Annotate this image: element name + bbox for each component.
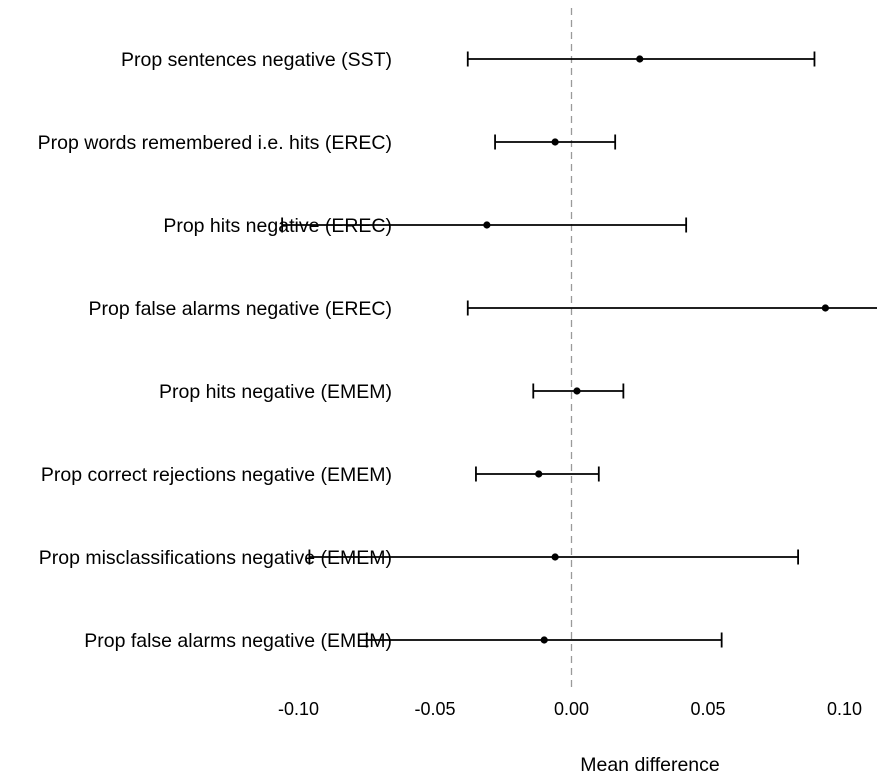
point-estimate: [636, 55, 644, 63]
x-axis-ticks: -0.10-0.050.000.050.100.150.20: [278, 699, 862, 719]
x-tick-label: -0.10: [278, 699, 319, 719]
forest-row: Prop correct rejections negative (EMEM): [41, 464, 600, 486]
point-estimate: [540, 636, 548, 644]
forest-row: Prop words remembered i.e. hits (EREC): [38, 132, 617, 154]
forest-row: Prop sentences negative (SST): [121, 49, 816, 71]
x-axis-title: Mean difference: [580, 754, 719, 774]
row-label: Prop correct rejections negative (EMEM): [41, 464, 392, 486]
point-estimate: [551, 553, 559, 561]
forest-row: Prop false alarms negative (EMEM): [84, 630, 723, 652]
point-estimate: [821, 304, 829, 312]
forest-row: Prop hits negative (EREC): [163, 215, 688, 237]
x-tick-label: -0.05: [414, 699, 455, 719]
forest-row: Prop false alarms negative (EREC): [89, 298, 877, 320]
row-label: Prop false alarms negative (EMEM): [84, 630, 392, 652]
row-label: Prop hits negative (EREC): [163, 215, 392, 237]
plot-rows: Prop sentences negative (SST) Prop words …: [38, 49, 877, 652]
point-estimate: [573, 387, 581, 395]
row-label: Prop misclassifications negative (EMEM): [39, 547, 392, 569]
x-tick-label: 0.10: [827, 699, 862, 719]
row-label: Prop hits negative (EMEM): [159, 381, 392, 403]
x-tick-label: 0.05: [690, 699, 725, 719]
x-tick-label: 0.00: [554, 699, 589, 719]
row-label: Prop sentences negative (SST): [121, 49, 392, 71]
row-label: Prop words remembered i.e. hits (EREC): [38, 132, 392, 154]
point-estimate: [483, 221, 491, 229]
row-label: Prop false alarms negative (EREC): [89, 298, 392, 320]
point-estimate: [551, 138, 559, 146]
forest-row: Prop misclassifications negative (EMEM): [39, 547, 799, 569]
forest-row: Prop hits negative (EMEM): [159, 381, 625, 403]
point-estimate: [535, 470, 543, 478]
